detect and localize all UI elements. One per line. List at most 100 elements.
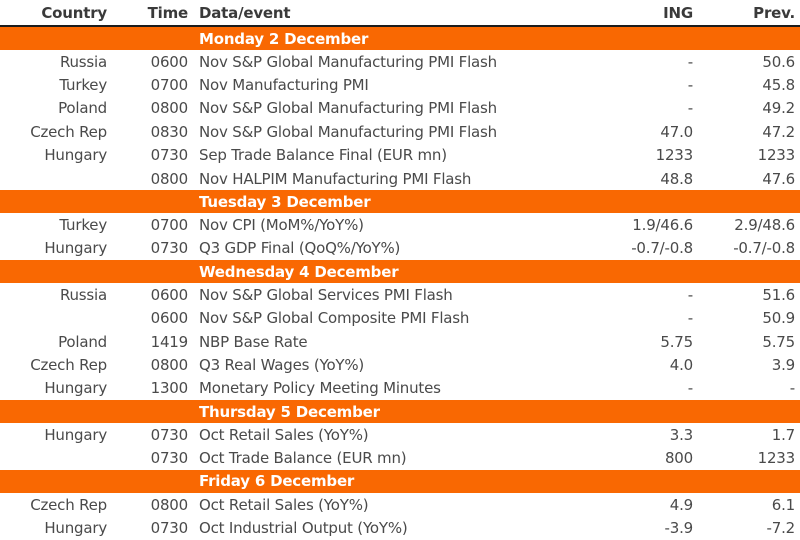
country-cell: Turkey: [59, 216, 107, 235]
event-row: Hungary 0730 Sep Trade Balance Final (EU…: [0, 144, 800, 167]
time-cell: 0830: [150, 122, 189, 141]
prev-cell: 47.2: [762, 122, 795, 141]
country-cell: Hungary: [44, 239, 107, 258]
prev-cell: 1233: [757, 449, 796, 468]
ing-cell: -3.9: [664, 518, 694, 537]
ing-cell: 800: [664, 449, 693, 468]
event-cell: Monetary Policy Meeting Minutes: [199, 379, 441, 398]
ing-cell: 5.75: [660, 332, 693, 351]
time-cell: 0730: [150, 518, 189, 537]
event-cell: Nov CPI (MoM%/YoY%): [199, 216, 364, 235]
time-cell: 0800: [150, 355, 189, 374]
prev-cell: 50.9: [762, 309, 795, 328]
ing-cell: -: [687, 379, 693, 398]
prev-cell: 6.1: [771, 495, 795, 514]
time-cell: 0700: [150, 216, 189, 235]
event-row: Turkey 0700 Nov CPI (MoM%/YoY%) 1.9/46.6…: [0, 213, 800, 236]
country-cell: Turkey: [59, 76, 107, 95]
event-row: Czech Rep 0800 Oct Retail Sales (YoY%) 4…: [0, 493, 800, 516]
column-header-event: Data/event: [199, 3, 291, 22]
event-row: Czech Rep 0830 Nov S&P Global Manufactur…: [0, 120, 800, 143]
prev-cell: 2.9/48.6: [734, 216, 795, 235]
event-cell: Q3 GDP Final (QoQ%/YoY%): [199, 239, 401, 258]
time-cell: 0800: [150, 99, 189, 118]
column-header-country: Country: [41, 3, 107, 22]
time-cell: 0700: [150, 76, 189, 95]
event-row: 0800 Nov HALPIM Manufacturing PMI Flash …: [0, 167, 800, 190]
ing-cell: 4.0: [669, 355, 693, 374]
time-cell: 1300: [150, 379, 189, 398]
ing-cell: -0.7/-0.8: [631, 239, 693, 258]
column-header-prev: Prev.: [753, 3, 795, 22]
table-header-row: Country Time Data/event ING Prev.: [0, 0, 800, 27]
day-band-wednesday: Wednesday 4 December: [0, 260, 800, 284]
time-cell: 0800: [150, 495, 189, 514]
event-row: Poland 1419 NBP Base Rate 5.75 5.75: [0, 330, 800, 353]
event-row: Turkey 0700 Nov Manufacturing PMI - 45.8: [0, 73, 800, 96]
event-cell: Oct Trade Balance (EUR mn): [199, 449, 407, 468]
event-row: Hungary 0730 Q3 GDP Final (QoQ%/YoY%) -0…: [0, 237, 800, 260]
event-cell: Nov S&P Global Services PMI Flash: [199, 285, 453, 304]
country-cell: Poland: [58, 332, 107, 351]
prev-cell: 50.6: [762, 52, 795, 71]
country-cell: Russia: [59, 285, 107, 304]
country-cell: Poland: [58, 99, 107, 118]
prev-cell: 1233: [757, 146, 796, 165]
event-cell: Nov S&P Global Manufacturing PMI Flash: [199, 52, 497, 71]
event-cell: Nov S&P Global Manufacturing PMI Flash: [199, 99, 497, 118]
event-row: Russia 0600 Nov S&P Global Manufacturing…: [0, 50, 800, 73]
event-cell: Nov Manufacturing PMI: [199, 76, 369, 95]
column-header-ing: ING: [663, 3, 693, 22]
event-row: Russia 0600 Nov S&P Global Services PMI …: [0, 283, 800, 306]
day-band-label: Monday 2 December: [199, 29, 369, 48]
prev-cell: 1.7: [771, 425, 795, 444]
event-row: Hungary 0730 Oct Industrial Output (YoY%…: [0, 516, 800, 539]
country-cell: Hungary: [44, 425, 107, 444]
ing-cell: 1233: [655, 146, 694, 165]
event-row: Poland 0800 Nov S&P Global Manufacturing…: [0, 97, 800, 120]
day-band-label: Tuesday 3 December: [199, 192, 371, 211]
time-cell: 0600: [150, 309, 189, 328]
ing-cell: 3.3: [669, 425, 693, 444]
prev-cell: 5.75: [762, 332, 795, 351]
prev-cell: -7.2: [766, 518, 796, 537]
event-cell: Nov HALPIM Manufacturing PMI Flash: [199, 169, 472, 188]
time-cell: 0600: [150, 285, 189, 304]
day-band-label: Friday 6 December: [199, 472, 355, 491]
day-band-friday: Friday 6 December: [0, 469, 800, 493]
time-cell: 0730: [150, 146, 189, 165]
time-cell: 0730: [150, 239, 189, 258]
prev-cell: 47.6: [762, 169, 795, 188]
event-cell: Q3 Real Wages (YoY%): [199, 355, 365, 374]
event-cell: Nov S&P Global Composite PMI Flash: [199, 309, 470, 328]
event-row: 0600 Nov S&P Global Composite PMI Flash …: [0, 307, 800, 330]
event-row: 0730 Oct Trade Balance (EUR mn) 800 1233: [0, 446, 800, 469]
prev-cell: 51.6: [762, 285, 795, 304]
time-cell: 0600: [150, 52, 189, 71]
time-cell: 0730: [150, 425, 189, 444]
time-cell: 1419: [150, 332, 189, 351]
prev-cell: -: [789, 379, 795, 398]
country-cell: Czech Rep: [30, 355, 107, 374]
prev-cell: 3.9: [771, 355, 795, 374]
country-cell: Hungary: [44, 518, 107, 537]
ing-cell: 1.9/46.6: [632, 216, 693, 235]
ing-cell: 47.0: [660, 122, 693, 141]
prev-cell: 45.8: [762, 76, 795, 95]
ing-cell: -: [687, 309, 693, 328]
day-band-monday: Monday 2 December: [0, 27, 800, 50]
time-cell: 0800: [150, 169, 189, 188]
ing-cell: -: [687, 76, 693, 95]
country-cell: Czech Rep: [30, 495, 107, 514]
event-cell: Oct Retail Sales (YoY%): [199, 495, 369, 514]
day-band-thursday: Thursday 5 December: [0, 400, 800, 424]
column-header-time: Time: [147, 3, 189, 22]
day-band-tuesday: Tuesday 3 December: [0, 190, 800, 214]
ing-cell: 48.8: [660, 169, 693, 188]
event-cell: Oct Retail Sales (YoY%): [199, 425, 369, 444]
country-cell: Russia: [59, 52, 107, 71]
event-cell: Sep Trade Balance Final (EUR mn): [199, 146, 447, 165]
event-row: Czech Rep 0800 Q3 Real Wages (YoY%) 4.0 …: [0, 353, 800, 376]
country-cell: Hungary: [44, 146, 107, 165]
